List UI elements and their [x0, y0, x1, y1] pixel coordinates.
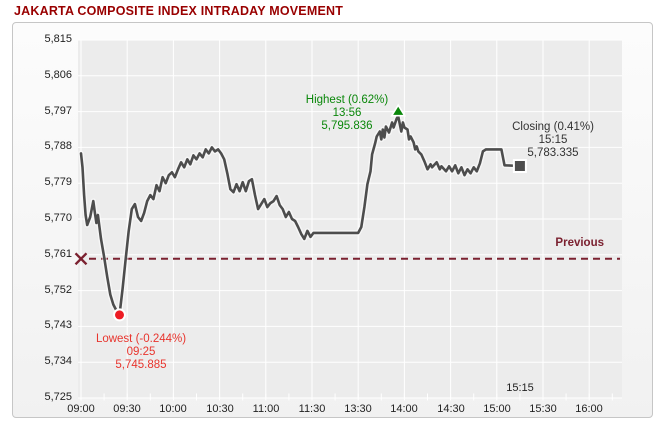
lowest-annotation-time: 09:25 [126, 346, 156, 358]
x-tick-label: 14:30 [437, 403, 465, 415]
y-tick-label: 5,779 [44, 176, 72, 188]
axis-minor-ticks [80, 393, 613, 401]
closing-time-axis-label: 15:15 [506, 382, 534, 394]
y-tick-label: 5,806 [44, 69, 72, 81]
y-tick-label: 5,788 [44, 140, 72, 152]
page-title: JAKARTA COMPOSITE INDEX INTRADAY MOVEMEN… [14, 4, 344, 18]
highest-annotation-time: 13:56 [332, 107, 362, 119]
closing-annotation-title: Closing (0.41%) [512, 121, 594, 133]
gridlines [78, 39, 622, 399]
x-tick-label: 09:00 [67, 403, 95, 415]
y-tick-label: 5,725 [44, 391, 72, 403]
x-tick-label: 10:00 [159, 403, 187, 415]
highest-marker [390, 103, 407, 117]
x-tick-label: 16:00 [575, 403, 603, 415]
x-tick-label: 15:30 [529, 403, 557, 415]
x-tick-label: 14:00 [390, 403, 418, 415]
y-tick-label: 5,815 [44, 33, 72, 45]
y-tick-label: 5,734 [44, 355, 72, 367]
y-tick-label: 5,761 [44, 248, 72, 260]
x-tick-label: 11:00 [252, 403, 280, 415]
lowest-marker [113, 308, 126, 322]
x-tick-label: 15:00 [483, 403, 511, 415]
y-tick-label: 5,797 [44, 105, 72, 117]
y-tick-label: 5,743 [44, 319, 72, 331]
x-tick-label: 13:30 [344, 403, 372, 415]
lowest-annotation-value: 5,745.885 [115, 359, 167, 371]
y-tick-label: 5,770 [44, 212, 72, 224]
closing-annotation: Closing (0.41%) 15:15 5,783.335 [495, 121, 611, 160]
x-tick-label: 11:30 [298, 403, 326, 415]
closing-annotation-value: 5,783.335 [527, 147, 579, 159]
price-line [79, 114, 522, 317]
highest-annotation: Highest (0.62%) 13:56 5,795.836 [289, 94, 405, 133]
previous-label: Previous [555, 237, 604, 249]
x-tick-label: 09:30 [113, 403, 141, 415]
closing-annotation-time: 15:15 [538, 134, 568, 146]
closing-marker [512, 159, 527, 173]
highest-annotation-value: 5,795.836 [321, 120, 373, 132]
highest-annotation-title: Highest (0.62%) [305, 94, 389, 106]
lowest-annotation-title: Lowest (-0.244%) [95, 333, 187, 345]
previous-x-marker [74, 252, 88, 266]
x-tick-label: 10:30 [206, 403, 234, 415]
lowest-annotation: Lowest (-0.244%) 09:25 5,745.885 [83, 333, 199, 372]
y-tick-label: 5,752 [44, 284, 72, 296]
